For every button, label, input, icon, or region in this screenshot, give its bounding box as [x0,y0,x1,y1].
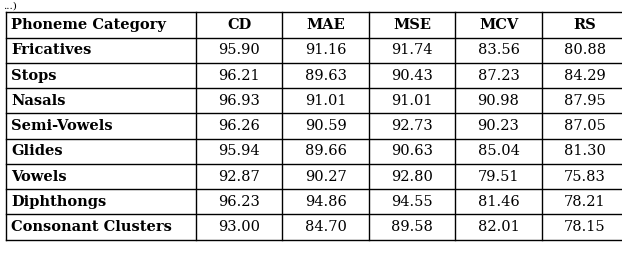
Text: 94.55: 94.55 [391,195,433,209]
Text: 92.87: 92.87 [218,169,260,184]
Text: 96.26: 96.26 [218,119,260,133]
Text: 92.73: 92.73 [391,119,433,133]
Text: 90.98: 90.98 [478,94,519,108]
Text: 92.80: 92.80 [391,169,433,184]
Text: Consonant Clusters: Consonant Clusters [11,220,172,234]
Text: MSE: MSE [393,18,431,32]
Text: 91.74: 91.74 [391,43,433,57]
Text: 96.93: 96.93 [218,94,260,108]
Text: 89.58: 89.58 [391,220,433,234]
Text: 75.83: 75.83 [564,169,606,184]
Text: Diphthongs: Diphthongs [11,195,106,209]
Text: 96.21: 96.21 [218,68,260,83]
Text: 90.59: 90.59 [305,119,346,133]
Text: 81.30: 81.30 [564,144,606,158]
Text: 95.90: 95.90 [218,43,260,57]
Text: 87.95: 87.95 [564,94,606,108]
Text: 85.04: 85.04 [478,144,519,158]
Text: 90.23: 90.23 [478,119,519,133]
Text: Nasals: Nasals [11,94,66,108]
Text: 94.86: 94.86 [305,195,346,209]
Text: Fricatives: Fricatives [11,43,91,57]
Text: Phoneme Category: Phoneme Category [11,18,166,32]
Text: 90.43: 90.43 [391,68,433,83]
Text: 83.56: 83.56 [478,43,519,57]
Text: 78.15: 78.15 [564,220,606,234]
Text: 90.27: 90.27 [305,169,346,184]
Text: 78.21: 78.21 [564,195,606,209]
Text: 89.66: 89.66 [305,144,346,158]
Text: 80.88: 80.88 [564,43,606,57]
Text: 81.46: 81.46 [478,195,519,209]
Text: 87.05: 87.05 [564,119,606,133]
Text: 82.01: 82.01 [478,220,519,234]
Text: 84.70: 84.70 [305,220,346,234]
Text: Vowels: Vowels [11,169,67,184]
Text: ...): ...) [3,1,17,10]
Text: 90.63: 90.63 [391,144,433,158]
Text: 95.94: 95.94 [218,144,260,158]
Text: 89.63: 89.63 [305,68,346,83]
Text: 96.23: 96.23 [218,195,260,209]
Text: CD: CD [227,18,251,32]
Text: Semi-Vowels: Semi-Vowels [11,119,113,133]
Text: 91.01: 91.01 [391,94,433,108]
Text: 93.00: 93.00 [218,220,260,234]
Text: 91.01: 91.01 [305,94,346,108]
Text: Stops: Stops [11,68,57,83]
Text: 79.51: 79.51 [478,169,519,184]
Text: 87.23: 87.23 [478,68,519,83]
Text: RS: RS [573,18,596,32]
Text: MCV: MCV [479,18,518,32]
Text: Glides: Glides [11,144,63,158]
Text: 91.16: 91.16 [305,43,346,57]
Text: MAE: MAE [306,18,345,32]
Text: 84.29: 84.29 [564,68,606,83]
